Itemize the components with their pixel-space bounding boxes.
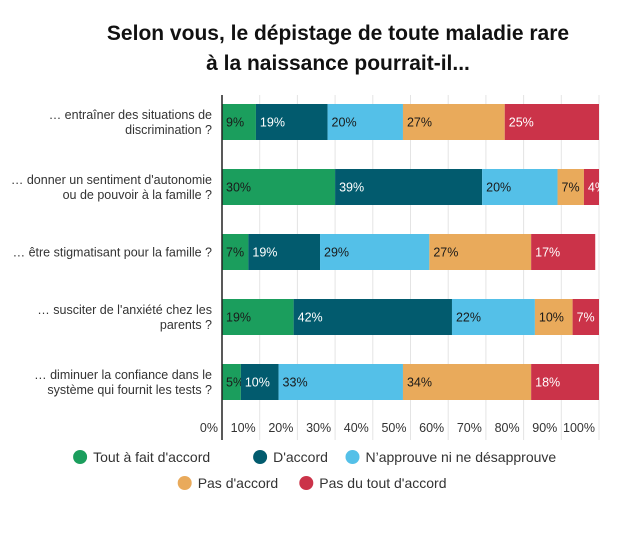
legend-marker	[345, 450, 360, 464]
x-tick-label: 30%	[306, 421, 331, 435]
legend-marker	[177, 476, 192, 490]
data-label: 7%	[562, 181, 580, 195]
bar-segment	[531, 234, 596, 270]
x-tick-label: 50%	[381, 421, 406, 435]
x-tick-label: 70%	[457, 421, 482, 435]
category-label: … entraîner des situations de	[49, 108, 212, 122]
bar-segment	[240, 364, 279, 400]
data-label: 42%	[298, 311, 323, 325]
bar-segment	[402, 104, 505, 140]
data-label: 30%	[226, 181, 251, 195]
category-label: système qui fournit les tests ?	[47, 383, 212, 397]
data-label: 20%	[332, 116, 357, 130]
category-label: … donner un sentiment d'autonomie	[11, 173, 212, 187]
bar-segment	[504, 104, 599, 140]
data-label: 19%	[252, 246, 277, 260]
data-label: 39%	[339, 181, 364, 195]
legend-label: Pas d'accord	[198, 475, 279, 491]
bar-segment	[222, 234, 249, 270]
legend-label: Pas du tout d'accord	[319, 475, 446, 491]
x-tick-label: 60%	[419, 421, 444, 435]
x-tick-label: 100%	[563, 421, 595, 435]
category-label: … diminuer la confiance dans le	[34, 368, 212, 382]
data-label: 5%	[226, 376, 244, 390]
x-tick-label: 90%	[532, 421, 557, 435]
bar-segment	[335, 169, 483, 205]
data-label: 19%	[226, 311, 251, 325]
bar-segment	[451, 299, 535, 335]
legend-marker	[73, 450, 88, 464]
bar-segment	[222, 169, 336, 205]
data-label: 27%	[407, 116, 432, 130]
bar-segment	[482, 169, 558, 205]
bar-segment	[327, 104, 403, 140]
data-label: 33%	[283, 376, 308, 390]
data-label: 10%	[245, 376, 270, 390]
x-tick-label: 10%	[231, 421, 256, 435]
bar-segment	[583, 169, 599, 205]
bar-segment	[255, 104, 328, 140]
category-label: ou de pouvoir à la famille ?	[63, 188, 212, 202]
legend-label: N’approuve ni ne désapprouve	[366, 449, 557, 465]
bar-segment	[534, 299, 573, 335]
bar-segment	[320, 234, 430, 270]
data-label: 25%	[509, 116, 534, 130]
legend-marker	[253, 450, 268, 464]
bar-segment	[531, 364, 599, 400]
category-label: discrimination ?	[125, 123, 212, 137]
data-label: 19%	[260, 116, 285, 130]
data-label: 17%	[535, 246, 560, 260]
bar-segment	[572, 299, 599, 335]
bar-segment	[222, 364, 241, 400]
bar-segment	[402, 364, 532, 400]
legend-label: Tout à fait d'accord	[93, 449, 210, 465]
legend-marker	[299, 476, 314, 490]
data-label: 7%	[226, 246, 244, 260]
bar-segment	[278, 364, 403, 400]
data-label: 29%	[324, 246, 349, 260]
legend-label: D'accord	[273, 449, 328, 465]
bar-segment	[248, 234, 321, 270]
data-label: 27%	[433, 246, 458, 260]
bar-segment	[429, 234, 532, 270]
bar-segment	[222, 104, 256, 140]
data-label: 10%	[539, 311, 564, 325]
category-label: … susciter de l'anxiété chez les	[37, 303, 212, 317]
data-label: 20%	[486, 181, 511, 195]
data-label: 22%	[456, 311, 481, 325]
data-label: 4%	[588, 181, 606, 195]
chart-title-line: Selon vous, le dépistage de toute maladi…	[107, 22, 569, 45]
x-tick-label: 80%	[495, 421, 520, 435]
data-label: 7%	[577, 311, 595, 325]
chart-title-line: à la naissance pourrait-il...	[206, 52, 470, 75]
data-label: 18%	[535, 376, 560, 390]
category-label: parents ?	[160, 318, 212, 332]
bar-segment	[222, 299, 294, 335]
x-tick-label: 0%	[200, 421, 218, 435]
data-label: 9%	[226, 116, 244, 130]
x-tick-label: 20%	[268, 421, 293, 435]
category-label: … être stigmatisant pour la famille ?	[13, 246, 212, 260]
data-label: 34%	[407, 376, 432, 390]
x-tick-label: 40%	[344, 421, 369, 435]
bar-segment	[293, 299, 452, 335]
bar-segment	[557, 169, 584, 205]
